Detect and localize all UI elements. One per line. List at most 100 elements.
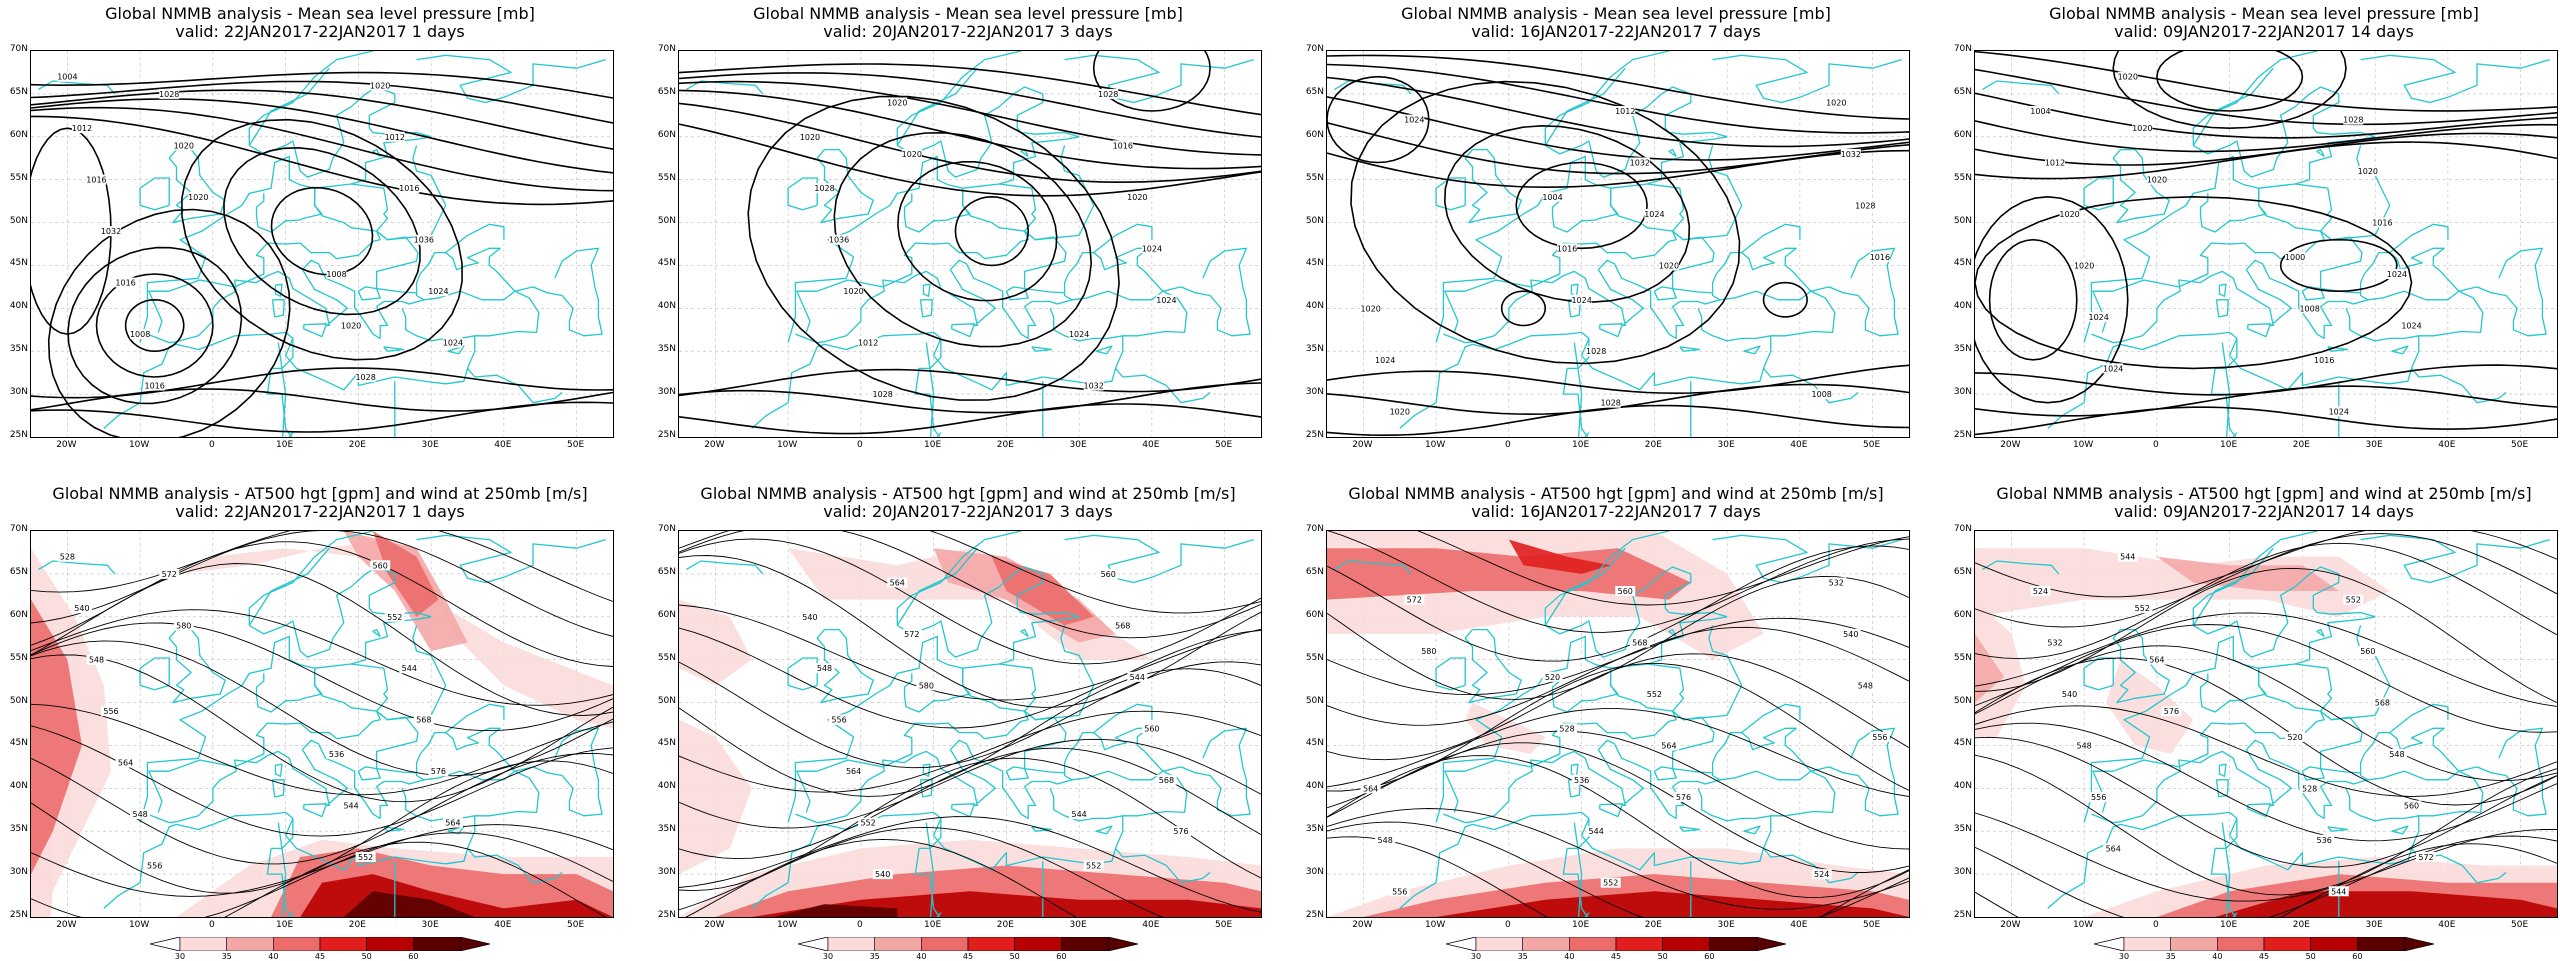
colorbar-swatch	[2217, 936, 2265, 952]
contour-label: 548	[132, 810, 147, 819]
lon-label: 20W	[704, 920, 725, 930]
colorbar-swatch	[827, 936, 875, 952]
lon-label: 10W	[128, 920, 150, 930]
lon-label: 20W	[1352, 920, 1373, 930]
wind-band	[1508, 539, 1611, 574]
lat-label: 60N	[1953, 609, 1972, 620]
map-plot-area[interactable]: 520 524 528 532 536 540 544 548 552 556 560 564 568 5…	[1974, 530, 2558, 918]
map-plot-area[interactable]: 528 536 540 544 548 552 556 560 564 552 548 544 556 5…	[30, 530, 614, 918]
contour-label-bg	[2343, 594, 2364, 605]
lat-label: 25N	[9, 430, 28, 440]
map-svg: 1004 1008 1016 1020 1024 1032 1028 1028 1028 1016…	[1327, 51, 1909, 437]
contour-label: 1024	[2329, 407, 2349, 416]
lat-label: 35N	[1305, 824, 1324, 835]
lat-label: 45N	[657, 258, 676, 269]
colorbar-swatch	[179, 936, 227, 952]
map-plot-area[interactable]: 540 544 548 552 556 560 564 568 552 544 540 560 564 5…	[678, 530, 1262, 918]
contour-label-bg	[1127, 671, 1148, 682]
contour-label-bg	[1571, 294, 1592, 305]
colorbar-tick: 40	[916, 952, 927, 961]
contour-label-bg	[2045, 157, 2066, 168]
contour-label: 1004	[57, 73, 77, 82]
lon-label: 0	[1505, 440, 1511, 450]
map-plot-area[interactable]: 1004 1008 1016 1020 1024 1032 1028 1028 1028 1016…	[1326, 50, 1910, 438]
lat-label: 50N	[9, 215, 28, 226]
contour-label-bg	[1615, 106, 1636, 117]
wind-band	[679, 599, 752, 686]
panel-valid-date: valid: 09JAN2017-22JAN2017 14 days	[2114, 502, 2414, 521]
contour-label-bg	[843, 766, 864, 777]
contour-label: 1020	[902, 150, 922, 159]
isobars	[1975, 51, 2557, 436]
contour-label: 1016	[144, 382, 164, 391]
contour-label-bg	[1840, 628, 1861, 639]
height-contour	[679, 627, 1261, 729]
lat-label: 45N	[1953, 258, 1972, 269]
contour-label: 564	[445, 819, 460, 828]
contour-label-bg	[101, 706, 122, 717]
colorbar-tick: 60	[1704, 952, 1715, 961]
map-plot-area[interactable]: 1020 1024 1028 1032 1036 1028 1020 1016 1012 1020…	[678, 50, 1262, 438]
lon-label: 0	[2153, 920, 2159, 930]
lat-label: 40N	[9, 301, 28, 312]
panel-valid-date: valid: 20JAN2017-22JAN2017 3 days	[823, 22, 1113, 41]
contour-label-bg	[1826, 97, 1847, 108]
panel-valid-date: valid: 16JAN2017-22JAN2017 7 days	[1471, 22, 1761, 41]
contour-labels: 1004 1008 1012 1020 1016 1028 1032 1020 1016 1012…	[57, 71, 463, 391]
contour-label: 560	[2404, 801, 2419, 810]
lat-label: 50N	[1953, 215, 1972, 226]
panel-valid-date: valid: 16JAN2017-22JAN2017 7 days	[1471, 502, 1761, 521]
lat-label: 30N	[1305, 387, 1324, 398]
contour-label-bg	[2132, 123, 2153, 134]
isobar	[679, 80, 1261, 156]
lat-label: 35N	[1953, 824, 1972, 835]
wind-band	[1975, 599, 2026, 737]
isobar	[679, 382, 1261, 414]
wind-band	[788, 548, 1152, 660]
lon-label: 20W	[1352, 440, 1373, 450]
panel-title: Global NMMB analysis - Mean sea level pr…	[105, 4, 535, 23]
panel-valid-date: valid: 20JAN2017-22JAN2017 3 days	[823, 502, 1113, 521]
contour-label: 524	[2033, 587, 2048, 596]
wind-colorbar	[797, 936, 1139, 952]
colorbar-swatch	[319, 936, 367, 952]
contour-label-bg	[2372, 217, 2393, 228]
lat-label: 55N	[1305, 172, 1324, 183]
contour-label-bg	[858, 337, 879, 348]
contour-label: 1008	[326, 270, 346, 279]
isobar	[1327, 122, 1909, 175]
contour-label: 1012	[1615, 107, 1635, 116]
lon-label: 20E	[996, 920, 1014, 930]
lat-label: 40N	[657, 781, 676, 792]
contour-label: 1024	[1644, 210, 1664, 219]
lon-label: 0	[1505, 920, 1511, 930]
lon-label: 20E	[348, 440, 366, 450]
height-contour	[679, 538, 1261, 665]
contour-label-bg	[799, 131, 820, 142]
contour-label-bg	[1811, 869, 1832, 880]
contour-label: 552	[387, 613, 402, 622]
height-contour	[31, 760, 613, 894]
map-plot-area[interactable]: 1000 1004 1008 1012 1016 1020 1024 1020 1028 1024…	[1974, 50, 2558, 438]
isobar	[181, 118, 463, 361]
contour-label: 528	[1559, 724, 1574, 733]
contour-label-bg	[1360, 303, 1381, 314]
contour-label-bg	[1404, 594, 1425, 605]
contour-label: 1000	[2285, 253, 2305, 262]
isobar	[1975, 406, 2557, 436]
lat-label: 25N	[657, 910, 676, 920]
lon-label: 10W	[1424, 440, 1446, 450]
colorbar-swatch	[273, 936, 321, 952]
map-plot-area[interactable]: 1004 1008 1012 1020 1016 1028 1032 1020 1016 1012…	[30, 50, 614, 438]
contour-label-bg	[2117, 551, 2138, 562]
isobar	[1443, 124, 1691, 303]
isobar	[31, 106, 613, 192]
height-contour	[31, 541, 613, 667]
mslp-panel-2: Global NMMB analysis - Mean sea level pr…	[648, 0, 1288, 480]
height-contour	[679, 531, 1261, 614]
lat-label: 40N	[1305, 301, 1324, 312]
lat-label: 30N	[1953, 387, 1972, 398]
lon-label: 10W	[2072, 920, 2094, 930]
map-plot-area[interactable]: 520 524 528 532 536 540 544 548 552 556 560 564 568 5…	[1326, 530, 1910, 918]
contour-label-bg	[1375, 834, 1396, 845]
